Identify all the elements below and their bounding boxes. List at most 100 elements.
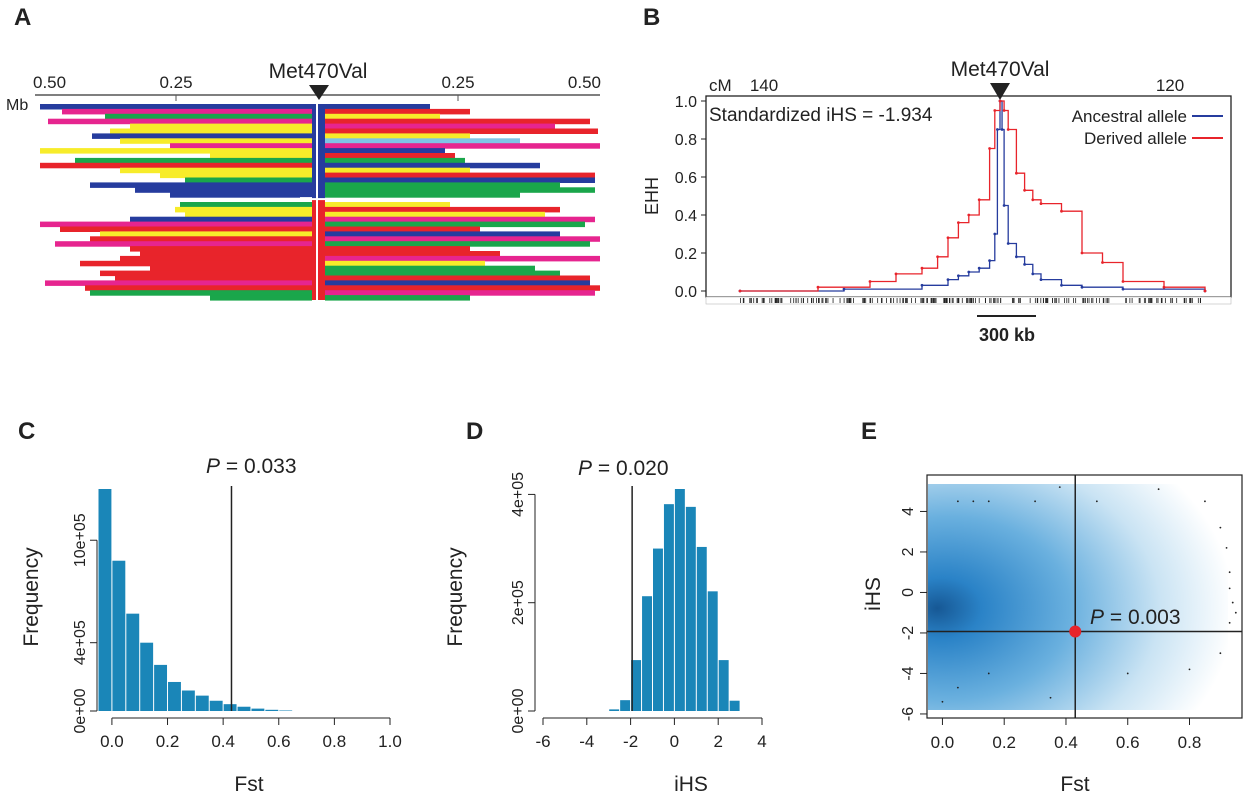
panel-d-p-annotation: P = 0.020 (578, 457, 669, 480)
haplotype-left-segment (85, 285, 312, 291)
haplotype-right-segment (325, 265, 535, 272)
outlier-point (1188, 668, 1191, 671)
ehh-point-derived (998, 99, 1002, 103)
histogram-bar (620, 700, 631, 711)
panel-e-ylabel: iHS (862, 577, 885, 611)
haplotype-right-segment (325, 285, 600, 291)
panel-a-tick-label: 0.25 (441, 73, 474, 92)
haplotype-left-segment (45, 280, 312, 286)
haplotype-left-segment (210, 153, 312, 159)
panel-b-ylabel: EHH (642, 177, 662, 215)
haplotype-right-segment (325, 206, 560, 213)
haplotype-right-segment (325, 148, 445, 154)
panel-c-p-value: = 0.033 (220, 455, 296, 478)
y-tick-label: 2e+05 (510, 580, 527, 625)
outlier-point (1228, 587, 1231, 590)
outlier-point (1228, 571, 1231, 574)
panel-label-d: D (466, 418, 484, 445)
panel-b-top-tick: 120 (1156, 76, 1184, 95)
ehh-point-ancestral (967, 270, 971, 274)
haplotype-left-segment (92, 133, 312, 139)
panel-label-c: C (18, 418, 36, 445)
panel-d-p-value: = 0.020 (592, 457, 668, 480)
outlier-point (1126, 672, 1129, 675)
panel-b-ytick-label: 0.2 (675, 246, 697, 263)
histogram-bar (140, 642, 154, 711)
panel-b-ytick-label: 0.6 (675, 170, 697, 187)
ehh-point-ancestral (920, 283, 924, 287)
ehh-point-derived (993, 109, 997, 112)
histogram-bar (209, 700, 223, 711)
panel-b-unit-label: cM (709, 76, 732, 95)
outlier-point (1204, 500, 1206, 503)
haplotype-left-segment (90, 290, 312, 296)
ehh-point-derived (1039, 202, 1043, 206)
panel-label-a: A (14, 4, 32, 31)
haplotype-left-segment (40, 221, 312, 228)
outlier-point (1231, 601, 1234, 604)
x-tick-label: 0.8 (1178, 733, 1202, 752)
x-tick-label: 0.2 (156, 732, 180, 751)
x-tick-label: 0.4 (211, 732, 235, 751)
haplotype-right-segment (325, 187, 595, 193)
outlier-point (956, 500, 959, 503)
haplotype-left-segment (105, 113, 312, 120)
ehh-point-derived (936, 255, 939, 259)
x-tick-label: 2 (713, 732, 722, 751)
histogram-bar (707, 591, 718, 711)
panel-c-ylabel: Frequency (20, 547, 43, 647)
x-tick-label: -4 (579, 732, 594, 751)
haplotype-right-segment (325, 172, 595, 179)
histogram-bar (696, 546, 707, 711)
ehh-point-ancestral (1121, 287, 1125, 291)
y-tick-label: 2 (900, 547, 917, 556)
haplotype-left-segment (175, 206, 312, 213)
panel-b-ehh-plot: cM 140 120 Met470Val Standardized iHS = … (642, 58, 1232, 345)
ehh-point-ancestral (946, 278, 950, 281)
ehh-point-derived (1203, 289, 1207, 293)
histogram-bar (653, 548, 663, 711)
histogram-bar (98, 489, 112, 711)
ehh-point-derived (988, 147, 991, 150)
haplotype-right-segment (325, 157, 465, 164)
ehh-point-ancestral (1023, 263, 1026, 266)
ehh-point-derived (1121, 280, 1125, 283)
histogram-bar (251, 708, 265, 711)
panel-c-xlabel: Fst (234, 773, 263, 796)
outlier-point (987, 672, 990, 675)
haplotype-left-segment (135, 187, 312, 193)
y-tick-label: 0 (900, 588, 917, 597)
panel-a-tick-label: 0.50 (33, 73, 66, 92)
haplotype-right-segment (325, 192, 520, 198)
haplotype-right-segment (325, 295, 470, 301)
x-tick-label: 0.0 (931, 733, 955, 752)
panel-b-ytick-label: 0.8 (675, 132, 697, 149)
histogram-bar (729, 700, 740, 711)
haplotype-right-segment (325, 108, 470, 115)
haplotype-right-segment (325, 231, 560, 237)
histogram-bar (223, 704, 237, 711)
panel-a-tick-label: 0.50 (568, 73, 601, 92)
haplotype-left-segment (60, 226, 312, 232)
ehh-point-derived (1060, 209, 1063, 213)
x-tick-label: 0.4 (1054, 733, 1078, 752)
haplotype-left-segment (140, 251, 312, 257)
outlier-point (1234, 611, 1237, 614)
panel-b-legend: Ancestral allele Derived allele (1072, 107, 1223, 148)
haplotype-right-segment (325, 153, 455, 159)
panel-e-p-symbol: P (1090, 606, 1104, 629)
panel-e-fst-ihs-density: 0.0 0.2 0.4 0.6 0.8 -6 -4 -2 0 2 4 iHS Fst P = 0.0… (862, 474, 1243, 796)
haplotype-right-segment (325, 260, 485, 267)
haplotype-right-segment (325, 251, 500, 257)
ehh-point-ancestral (988, 259, 991, 262)
y-tick-label: -6 (900, 707, 917, 721)
y-tick-label: 10e+05 (72, 513, 89, 567)
highlight-point (1069, 625, 1082, 638)
haplotype-left-segment (100, 231, 312, 237)
x-tick-label: 4 (757, 732, 766, 751)
haplotype-left-segment (55, 241, 312, 247)
x-tick-label: -6 (535, 732, 550, 751)
ehh-point-derived (1080, 251, 1084, 255)
panel-e-xlabel: Fst (1060, 773, 1089, 796)
